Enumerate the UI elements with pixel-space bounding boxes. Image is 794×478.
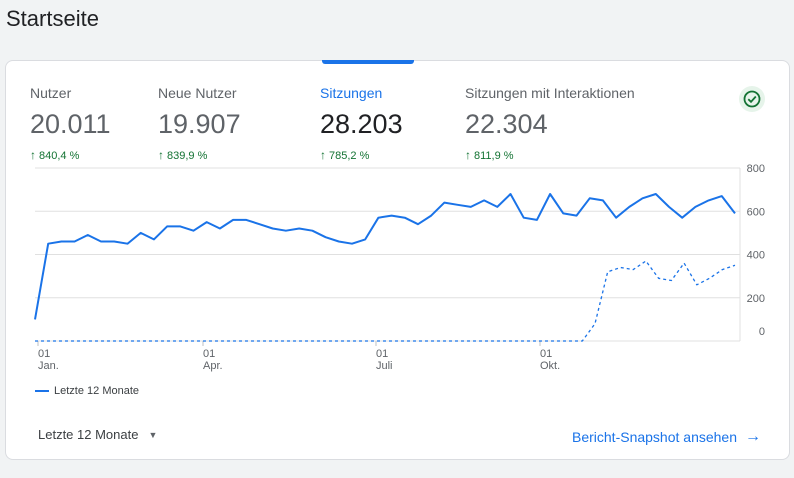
metric-tab-neue-nutzer[interactable]: Neue Nutzer 19.907 ↑ 839,9 %	[158, 85, 241, 162]
metric-delta: ↑ 840,4 %	[30, 148, 111, 162]
x-tick-day: 01	[38, 348, 50, 360]
metric-delta: ↑ 839,9 %	[158, 148, 241, 162]
arrow-up-icon: ↑	[465, 148, 471, 162]
x-tick-month: Okt.	[540, 360, 560, 372]
chart-legend: Letzte 12 Monate	[35, 385, 139, 397]
check-circle-icon[interactable]	[739, 86, 765, 112]
x-tick-month: Apr.	[203, 360, 223, 372]
report-snapshot-link[interactable]: Bericht-Snapshot ansehen →	[572, 428, 761, 446]
y-tick-label: 600	[747, 206, 765, 218]
metric-value: 28.203	[320, 109, 403, 139]
y-tick-label: 800	[747, 163, 765, 175]
series-line	[34, 193, 736, 320]
metric-value: 22.304	[465, 109, 548, 139]
comparison-series-line	[35, 260, 736, 342]
overview-card	[5, 60, 790, 460]
x-tick-day: 01	[540, 348, 552, 360]
metric-delta-text: 811,9 %	[474, 150, 514, 162]
legend-label: Letzte 12 Monate	[54, 385, 140, 397]
arrow-right-icon: →	[745, 428, 761, 445]
metric-delta-text: 785,2 %	[329, 150, 370, 162]
active-tab-indicator	[322, 60, 414, 64]
x-tick-day: 01	[376, 348, 388, 360]
metric-value: 19.907	[158, 109, 241, 139]
metric-delta: ↑ 785,2 %	[320, 148, 403, 162]
metric-delta: ↑ 811,9 %	[465, 148, 635, 162]
report-link-label: Bericht-Snapshot ansehen	[572, 429, 737, 445]
metric-label: Neue Nutzer	[158, 85, 237, 101]
metric-delta-text: 840,4 %	[39, 150, 80, 162]
metric-tab-nutzer[interactable]: Nutzer 20.011 ↑ 840,4 %	[30, 85, 111, 162]
x-tick-month: Jan.	[38, 360, 59, 372]
period-label: Letzte 12 Monate	[38, 427, 139, 442]
period-dropdown[interactable]: Letzte 12 Monate ▼	[38, 427, 157, 442]
arrow-up-icon: ↑	[158, 148, 164, 162]
metric-tab-sitzungen-mit-interaktionen[interactable]: Sitzungen mit Interaktionen 22.304 ↑ 811,…	[465, 85, 635, 162]
metric-label: Sitzungen	[320, 85, 383, 101]
arrow-up-icon: ↑	[320, 148, 326, 162]
legend-swatch	[35, 390, 49, 392]
y-tick-label: 200	[747, 293, 765, 305]
page-title: Startseite	[6, 6, 99, 31]
y-tick-label: 400	[747, 250, 765, 262]
metric-delta-text: 839,9 %	[167, 150, 208, 162]
y-tick-label: 0	[759, 326, 765, 338]
caret-down-icon: ▼	[148, 429, 158, 440]
metric-label: Sitzungen mit Interaktionen	[465, 85, 635, 101]
x-tick-month: Juli	[376, 360, 393, 372]
metric-value: 20.011	[30, 109, 111, 139]
arrow-up-icon: ↑	[30, 148, 36, 162]
metric-tab-sitzungen[interactable]: Sitzungen 28.203 ↑ 785,2 %	[320, 85, 403, 162]
x-tick-day: 01	[203, 348, 215, 360]
metric-label: Nutzer	[30, 85, 72, 101]
